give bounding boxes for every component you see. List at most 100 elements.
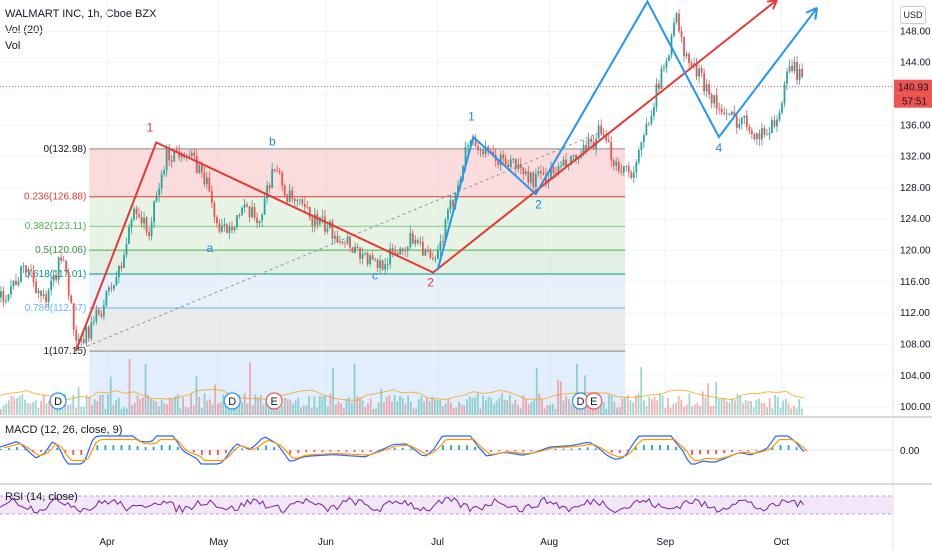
- volume-bar: [731, 398, 734, 415]
- currency-button[interactable]: USD: [900, 6, 926, 24]
- volume-bar: [241, 401, 243, 415]
- candle-body: [680, 31, 683, 37]
- volume-bar: [784, 398, 787, 415]
- candle-body: [213, 203, 216, 218]
- candle-body: [371, 255, 374, 260]
- candle-body: [133, 208, 135, 220]
- candle-body: [745, 115, 748, 128]
- volume-bar: [117, 397, 120, 415]
- volume-bar: [361, 400, 364, 415]
- dividend-marker: [223, 392, 241, 410]
- candle-body: [351, 247, 354, 253]
- marker-letter: D: [228, 396, 236, 408]
- volume-bar: [798, 399, 801, 415]
- volume-bar: [626, 395, 629, 415]
- candle-body: [210, 191, 213, 204]
- volume-bar: [216, 403, 219, 415]
- macd-histogram-bar: [450, 445, 452, 450]
- volume-bar: [766, 407, 768, 415]
- candle-body: [331, 221, 334, 239]
- candle-body: [572, 154, 575, 157]
- candle-body: [735, 116, 738, 128]
- candle-body: [273, 169, 276, 171]
- candle-body: [268, 185, 271, 188]
- macd-histogram-bar: [578, 447, 581, 450]
- volume-bar: [659, 393, 661, 415]
- macd-histogram-bar: [707, 450, 710, 455]
- macd-histogram-bar: [289, 450, 292, 454]
- candle-body: [364, 252, 366, 254]
- macd-histogram-bar: [369, 450, 372, 452]
- macd-histogram-bar: [474, 446, 476, 450]
- candle-body: [698, 68, 701, 77]
- volume-bar: [514, 399, 517, 415]
- candle-body: [457, 185, 459, 193]
- volume-bar: [415, 408, 418, 415]
- candle-body: [577, 157, 580, 160]
- volume-bar: [350, 402, 353, 415]
- macd-histogram-bar: [425, 450, 428, 452]
- volume-bar: [653, 396, 656, 415]
- candle-body: [409, 233, 412, 248]
- candle-body: [658, 83, 660, 89]
- volume-bar: [401, 397, 404, 415]
- wave-label: b: [269, 135, 276, 149]
- macd-histogram-bar: [530, 450, 533, 452]
- volume-bar: [715, 382, 718, 415]
- candle-body: [781, 103, 783, 113]
- candle-body: [326, 228, 329, 232]
- volume-bar: [637, 393, 640, 415]
- candle-body: [773, 120, 776, 127]
- red-wave-line: [74, 0, 778, 352]
- volume-bar: [782, 400, 785, 415]
- macd-histogram-bar: [409, 448, 412, 450]
- fib-zone: [89, 226, 626, 251]
- volume-bar: [734, 400, 736, 415]
- candle-body: [208, 177, 211, 192]
- y-tick-label: 104.00: [900, 371, 931, 382]
- candle-body: [725, 113, 728, 115]
- volume-bar: [147, 395, 150, 415]
- volume-bar: [420, 395, 423, 415]
- candle-body: [308, 207, 311, 218]
- macd-histogram-bar: [755, 450, 758, 452]
- x-tick-label: Aug: [540, 537, 558, 548]
- volume-bar: [93, 399, 96, 415]
- candle-body: [349, 237, 351, 248]
- candle-body: [12, 280, 15, 287]
- volume-bar: [21, 394, 24, 415]
- volume-bar: [168, 397, 171, 415]
- volume-bar: [726, 401, 728, 415]
- rsi-legend: RSI (14, close): [5, 491, 78, 503]
- volume-bar: [5, 403, 8, 415]
- volume-bar: [300, 407, 302, 415]
- volume-bar: [645, 406, 648, 415]
- volume-bar: [624, 397, 627, 415]
- volume-bar: [500, 393, 503, 415]
- macd-histogram-bar: [96, 445, 99, 450]
- volume-bar: [450, 402, 452, 415]
- macd-histogram-bar: [176, 446, 179, 450]
- candle-body: [180, 155, 183, 158]
- volume-bar: [779, 407, 782, 415]
- candle-body: [37, 290, 40, 294]
- candle-body: [442, 241, 444, 243]
- volume-bar: [492, 404, 495, 415]
- volume-bar: [40, 400, 42, 415]
- candle-body: [497, 161, 500, 166]
- candle-body: [82, 339, 85, 344]
- candle-body: [690, 63, 693, 67]
- volume-bar: [75, 407, 77, 415]
- volume-bar: [393, 394, 396, 415]
- macd-histogram-bar: [377, 450, 380, 451]
- macd-histogram-bar: [56, 447, 59, 450]
- candle-body: [720, 108, 723, 113]
- macd-histogram-bar: [803, 450, 806, 451]
- candle-body: [728, 113, 731, 115]
- y-tick-label: 136.00: [900, 120, 931, 131]
- volume-bar: [575, 363, 578, 415]
- volume-bar: [85, 394, 88, 415]
- candle-body: [444, 219, 447, 242]
- volume-bar: [265, 402, 268, 415]
